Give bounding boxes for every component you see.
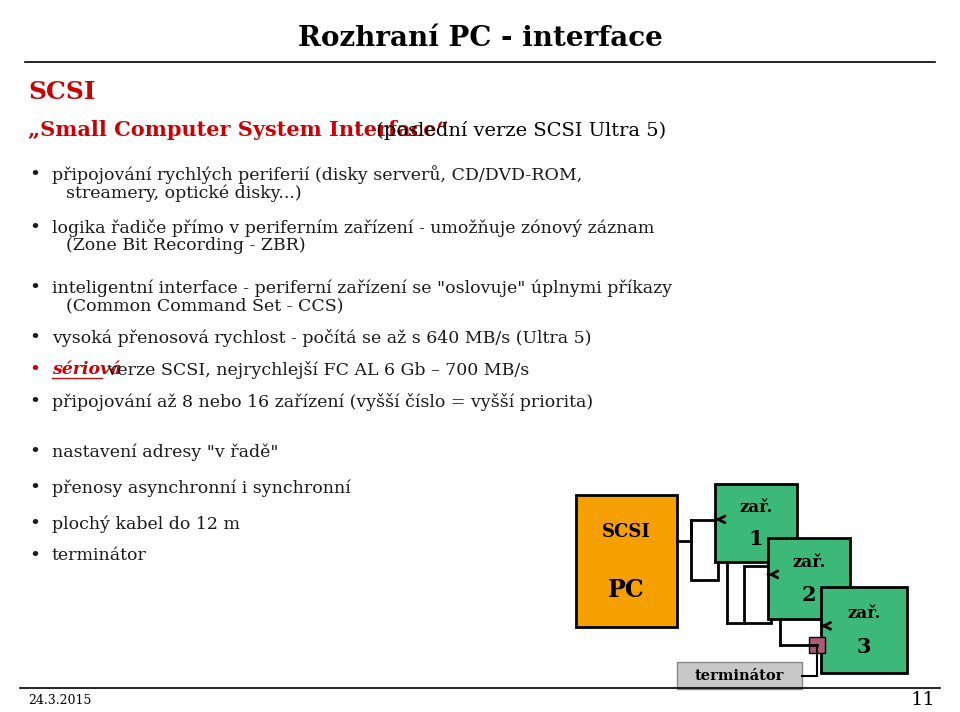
Text: •: • [30,329,40,347]
Text: 24.3.2015: 24.3.2015 [28,693,91,706]
FancyBboxPatch shape [744,566,771,623]
Text: sériová: sériová [52,362,122,379]
Text: verze SCSI, nejrychlejší FC AL 6 Gb – 700 MB/s: verze SCSI, nejrychlejší FC AL 6 Gb – 70… [103,361,530,379]
Text: „Small Computer System Interface“: „Small Computer System Interface“ [28,120,448,140]
Text: přenosy asynchronní i synchronní: přenosy asynchronní i synchronní [52,479,350,497]
FancyBboxPatch shape [576,495,677,627]
Text: streamery, optické disky...): streamery, optické disky...) [66,184,301,201]
Text: Rozhraní PC - interface: Rozhraní PC - interface [298,24,662,51]
Text: •: • [30,361,40,379]
Text: •: • [30,479,40,497]
Text: 3: 3 [856,637,872,657]
Text: (poslední verze SCSI Ultra 5): (poslední verze SCSI Ultra 5) [370,120,666,140]
Text: připojování rychlých periferií (disky serverů, CD/DVD-ROM,: připojování rychlých periferií (disky se… [52,166,583,184]
Text: 2: 2 [802,585,816,605]
FancyBboxPatch shape [821,587,907,673]
Text: připojování až 8 nebo 16 zařízení (vyšší číslo = vyšší priorita): připojování až 8 nebo 16 zařízení (vyšší… [52,393,593,411]
Text: •: • [30,219,40,237]
Text: zař.: zař. [739,499,773,516]
Text: vysoká přenosová rychlost - počítá se až s 640 MB/s (Ultra 5): vysoká přenosová rychlost - počítá se až… [52,329,591,347]
FancyBboxPatch shape [691,520,718,580]
Text: (Common Command Set - CCS): (Common Command Set - CCS) [66,298,344,315]
Text: zař.: zař. [848,604,880,622]
Text: 11: 11 [910,691,935,709]
Text: terminátor: terminátor [52,548,147,565]
Text: •: • [30,443,40,461]
Text: terminátor: terminátor [694,669,784,683]
FancyBboxPatch shape [677,662,802,689]
Text: PC: PC [608,577,645,602]
FancyBboxPatch shape [809,637,825,653]
Text: 1: 1 [749,529,763,549]
Text: (Zone Bit Recording - ZBR): (Zone Bit Recording - ZBR) [66,238,305,254]
Text: •: • [30,515,40,533]
Text: nastavení adresy "v řadě": nastavení adresy "v řadě" [52,444,278,461]
Text: SCSI: SCSI [28,80,95,104]
Text: logika řadiče přímo v periferním zařízení - umožňuje zónový záznam: logika řadiče přímo v periferním zařízen… [52,219,655,237]
Text: •: • [30,279,40,297]
Text: zař.: zař. [792,554,826,570]
FancyBboxPatch shape [715,484,797,562]
Text: •: • [30,393,40,411]
Text: inteligentní interface - periferní zařízení se "oslovuje" úplnymi příkazy: inteligentní interface - periferní zaříz… [52,279,672,297]
FancyBboxPatch shape [768,538,850,619]
Text: •: • [30,166,40,184]
Text: plochý kabel do 12 m: plochý kabel do 12 m [52,515,240,533]
Text: SCSI: SCSI [602,523,651,540]
Text: •: • [30,547,40,565]
